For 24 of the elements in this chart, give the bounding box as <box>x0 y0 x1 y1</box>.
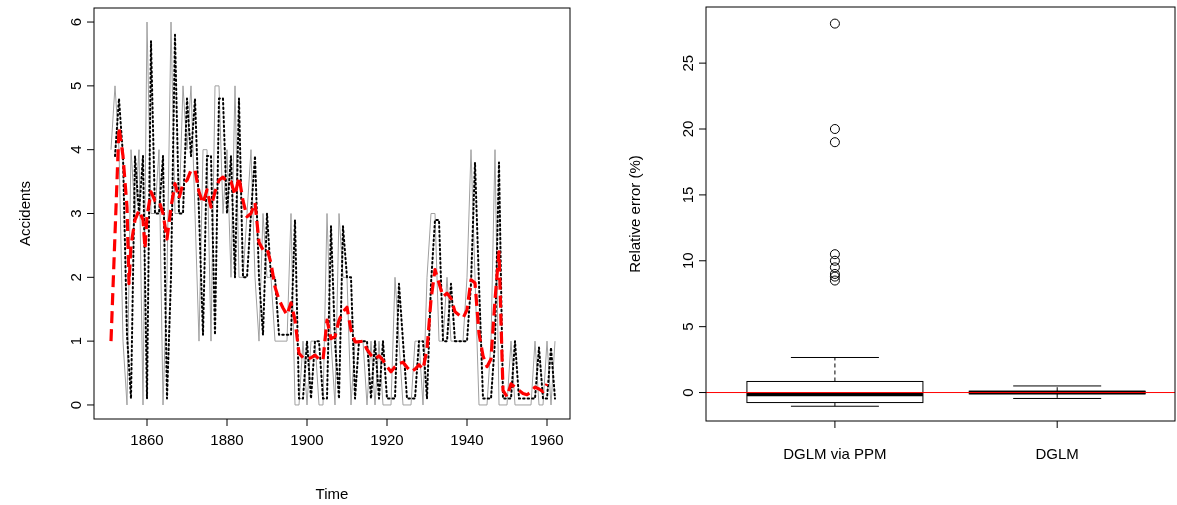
y-tick-label: 0 <box>67 400 84 410</box>
y-tick-label: 10 <box>679 252 696 270</box>
x-tick-label: DGLM <box>1035 445 1079 462</box>
y-tick-label: 15 <box>679 186 696 204</box>
y-tick-label: 1 <box>67 336 84 346</box>
x-tick-label: 1900 <box>290 431 324 448</box>
y-tick-label: 2 <box>67 273 84 282</box>
y-axis-title: Accidents <box>16 180 33 247</box>
x-axis-title: Time <box>315 485 349 502</box>
x-tick-label: 1920 <box>370 431 404 448</box>
x-tick-label: 1960 <box>530 431 564 448</box>
x-tick-label: 1940 <box>450 431 484 448</box>
y-tick-label: 20 <box>679 120 696 138</box>
y-tick-label: 5 <box>679 322 696 331</box>
y-axis-title: Relative error (%) <box>626 155 643 273</box>
y-tick-label: 25 <box>679 54 696 72</box>
y-tick-label: 0 <box>679 388 696 397</box>
x-tick-label: 1880 <box>210 431 244 448</box>
y-tick-label: 5 <box>67 81 84 91</box>
x-tick-label: DGLM via PPM <box>783 445 887 462</box>
y-tick-label: 6 <box>67 17 84 27</box>
y-tick-label: 4 <box>67 145 84 154</box>
y-tick-label: 3 <box>67 209 84 218</box>
x-tick-label: 1860 <box>130 431 164 448</box>
